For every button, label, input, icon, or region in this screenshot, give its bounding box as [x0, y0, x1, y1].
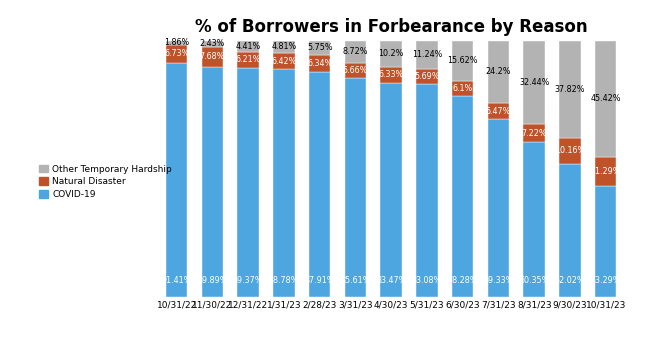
Bar: [237, 68, 259, 297]
Text: 6.73%: 6.73%: [164, 49, 189, 58]
Text: 37.82%: 37.82%: [555, 84, 585, 94]
Text: 7.22%: 7.22%: [522, 129, 547, 138]
Bar: [381, 67, 402, 83]
Text: 6.47%: 6.47%: [486, 106, 511, 116]
Text: 32.44%: 32.44%: [519, 78, 550, 87]
Text: 24.2%: 24.2%: [486, 67, 511, 76]
Text: 7.68%: 7.68%: [200, 52, 225, 61]
Text: 8.72%: 8.72%: [343, 47, 368, 56]
Bar: [559, 164, 581, 297]
Bar: [595, 157, 616, 186]
Bar: [166, 63, 187, 297]
Text: 5.75%: 5.75%: [307, 44, 333, 52]
Bar: [452, 81, 473, 96]
Text: 10.16%: 10.16%: [555, 146, 585, 155]
Bar: [345, 63, 366, 77]
Bar: [166, 45, 187, 63]
Text: 69.33%: 69.33%: [483, 275, 514, 285]
Text: 11.29%: 11.29%: [591, 167, 621, 176]
Bar: [559, 138, 581, 164]
Bar: [309, 72, 331, 297]
Bar: [345, 41, 366, 63]
Bar: [595, 186, 616, 297]
Text: 1.86%: 1.86%: [164, 39, 189, 47]
Text: 45.42%: 45.42%: [591, 94, 621, 103]
Bar: [452, 96, 473, 297]
Bar: [201, 47, 223, 67]
Bar: [524, 124, 545, 142]
Bar: [273, 53, 295, 69]
Text: 6.34%: 6.34%: [307, 59, 333, 68]
Bar: [273, 69, 295, 297]
Bar: [201, 41, 223, 47]
Bar: [488, 103, 509, 119]
Bar: [273, 41, 295, 53]
Bar: [416, 69, 437, 84]
Bar: [201, 67, 223, 297]
Bar: [559, 41, 581, 138]
Text: 43.29%: 43.29%: [591, 275, 621, 285]
Bar: [237, 52, 259, 68]
Bar: [381, 41, 402, 67]
Text: 85.61%: 85.61%: [340, 275, 370, 285]
Bar: [309, 55, 331, 72]
Text: 78.28%: 78.28%: [447, 275, 478, 285]
Text: 15.62%: 15.62%: [447, 56, 478, 65]
Text: 6.21%: 6.21%: [235, 55, 261, 65]
Text: 89.89%: 89.89%: [197, 275, 228, 285]
Text: 6.1%: 6.1%: [452, 84, 473, 93]
Bar: [309, 41, 331, 55]
Text: 4.81%: 4.81%: [271, 42, 297, 51]
Text: 83.47%: 83.47%: [376, 275, 406, 285]
Bar: [237, 41, 259, 52]
Text: 88.78%: 88.78%: [269, 275, 299, 285]
Bar: [524, 41, 545, 124]
Text: 11.24%: 11.24%: [412, 50, 442, 59]
Text: 2.43%: 2.43%: [200, 39, 225, 48]
Text: 6.33%: 6.33%: [379, 70, 404, 79]
Bar: [166, 41, 187, 45]
Text: 60.35%: 60.35%: [519, 275, 550, 285]
Legend: Other Temporary Hardship, Natural Disaster, COVID-19: Other Temporary Hardship, Natural Disast…: [39, 165, 172, 199]
Text: 89.37%: 89.37%: [233, 275, 263, 285]
Text: 6.42%: 6.42%: [271, 57, 297, 66]
Text: 10.2%: 10.2%: [379, 49, 404, 58]
Bar: [345, 77, 366, 297]
Bar: [488, 41, 509, 103]
Bar: [595, 41, 616, 157]
Text: 52.02%: 52.02%: [555, 275, 585, 285]
Text: 91.41%: 91.41%: [162, 275, 192, 285]
Text: 83.08%: 83.08%: [412, 275, 442, 285]
Title: % of Borrowers in Forbearance by Reason: % of Borrowers in Forbearance by Reason: [195, 18, 587, 36]
Bar: [524, 142, 545, 297]
Bar: [381, 83, 402, 297]
Bar: [416, 41, 437, 69]
Bar: [416, 84, 437, 297]
Text: 5.69%: 5.69%: [414, 72, 439, 81]
Bar: [452, 41, 473, 81]
Text: 5.66%: 5.66%: [343, 66, 368, 75]
Text: 4.41%: 4.41%: [235, 42, 261, 51]
Bar: [488, 119, 509, 297]
Text: 87.91%: 87.91%: [304, 275, 335, 285]
